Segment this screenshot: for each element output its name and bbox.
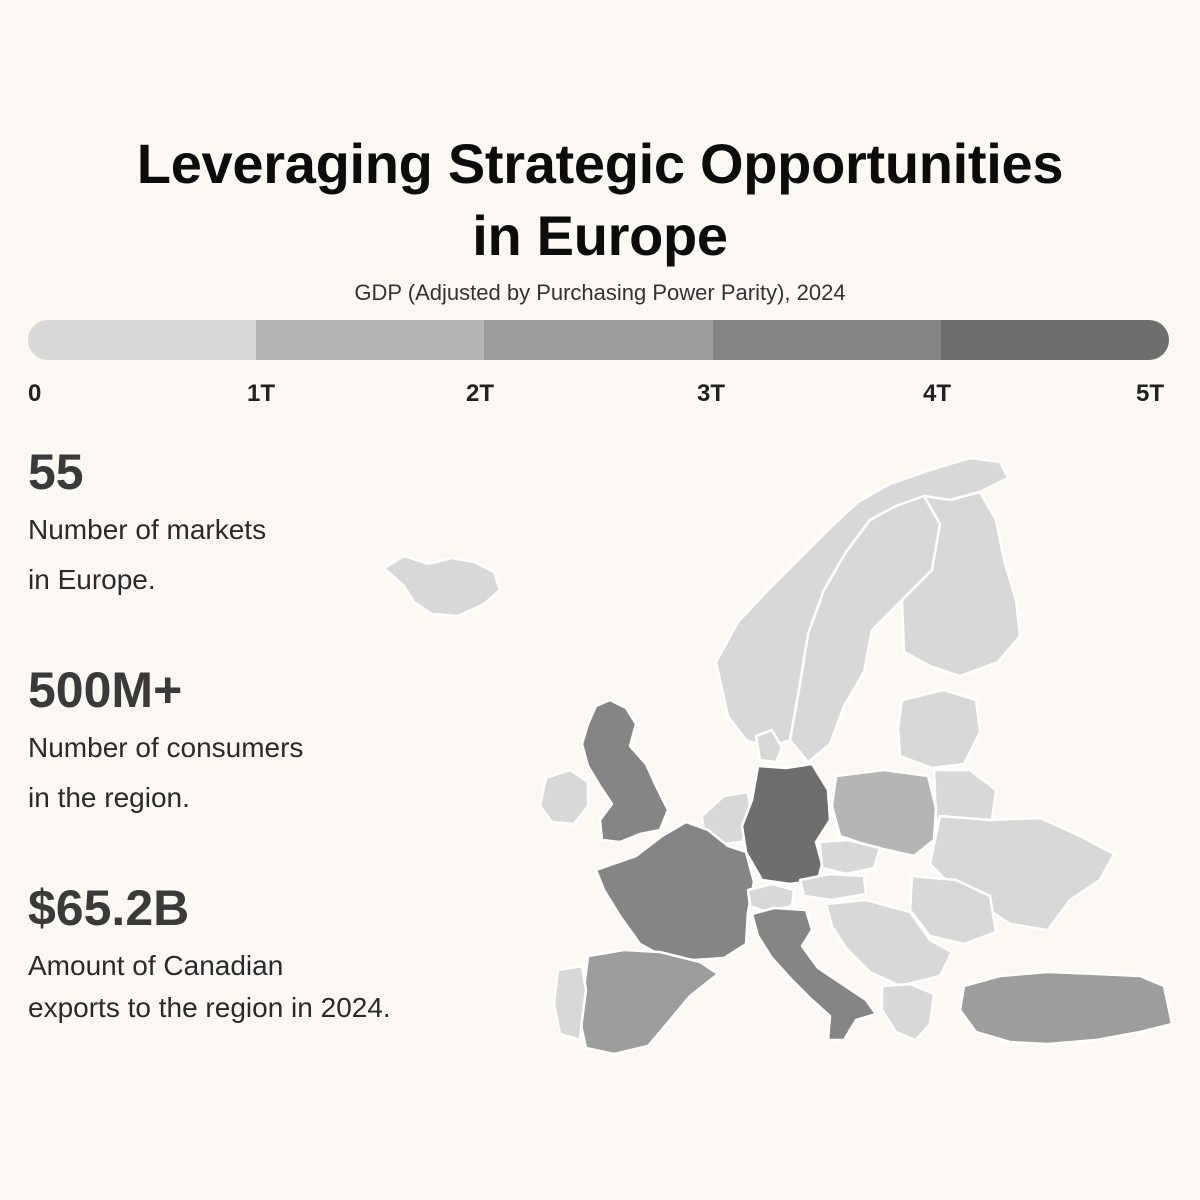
country-romania [908, 874, 998, 946]
stat-value: 55 [28, 444, 84, 500]
title-line-2: in Europe [472, 204, 728, 267]
country-turkey [958, 970, 1174, 1046]
country-ireland [538, 768, 590, 826]
country-switzerland [746, 882, 796, 914]
country-denmark [754, 728, 784, 764]
title-line-1: Leveraging Strategic Opportunities [136, 132, 1064, 195]
scale-segment-3 [712, 320, 941, 360]
country-czechia [818, 838, 882, 876]
scale-segment-0 [28, 320, 257, 360]
stat-value: 500M+ [28, 662, 183, 718]
stat-exports: $65.2B Amount of Canadian exports to the… [28, 880, 391, 1024]
country-poland [830, 768, 938, 858]
country-portugal [552, 964, 588, 1042]
country-greece [880, 982, 936, 1042]
scale-tick-2t: 2T [466, 380, 495, 407]
stat-desc-line-2: in the region. [28, 782, 190, 813]
country-italy [750, 906, 878, 1042]
country-austria [798, 872, 868, 902]
stat-desc-line-2: in Europe. [28, 564, 156, 595]
gdp-color-scale [28, 320, 1169, 360]
stat-desc-line-1: Number of markets [28, 514, 267, 545]
stat-desc-line-1: Amount of Canadian [28, 950, 284, 981]
country-iceland [382, 554, 502, 618]
stat-desc-line-1: Number of consumers [28, 732, 304, 763]
country-united-kingdom [580, 698, 670, 844]
scale-tick-1t: 1T [247, 380, 276, 407]
country-baltics [896, 688, 982, 770]
scale-tick-5t: 5T [1136, 380, 1165, 407]
country-balkans [824, 898, 954, 988]
stat-value: $65.2B [28, 880, 190, 936]
country-finland [900, 490, 1022, 678]
scale-tick-4t: 4T [923, 380, 952, 407]
scale-segment-4 [940, 320, 1169, 360]
page-title: Leveraging Strategic Opportunities in Eu… [0, 128, 1200, 272]
scale-segment-2 [484, 320, 713, 360]
stat-consumers: 500M+ Number of consumers in the region. [28, 662, 303, 814]
stat-desc-line-2: exports to the region in 2024. [28, 992, 391, 1023]
country-germany [740, 762, 832, 886]
stat-markets: 55 Number of markets in Europe. [28, 444, 266, 596]
scale-tick-3t: 3T [697, 380, 726, 407]
legend-subtitle: GDP (Adjusted by Purchasing Power Parity… [354, 280, 846, 305]
scale-tick-0: 0 [28, 380, 42, 407]
scale-segment-1 [256, 320, 485, 360]
country-spain [578, 948, 720, 1056]
country-france [594, 820, 756, 962]
